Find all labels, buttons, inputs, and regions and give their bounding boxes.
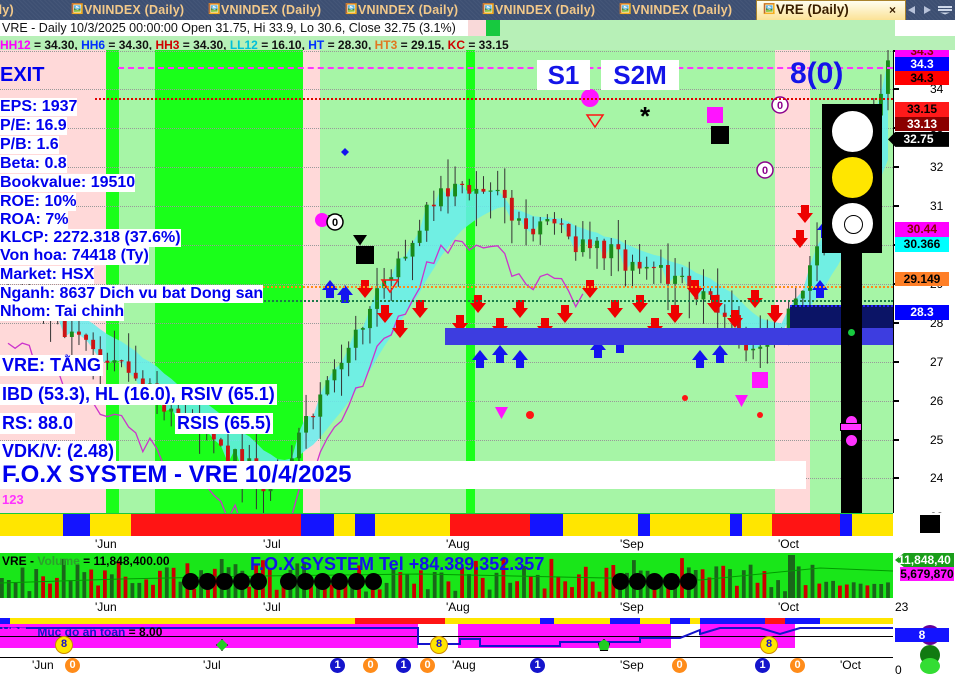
svg-text:*: *: [640, 101, 651, 131]
svg-text:0: 0: [777, 100, 783, 112]
svg-text:0: 0: [332, 217, 338, 229]
svg-text:0: 0: [762, 165, 768, 177]
